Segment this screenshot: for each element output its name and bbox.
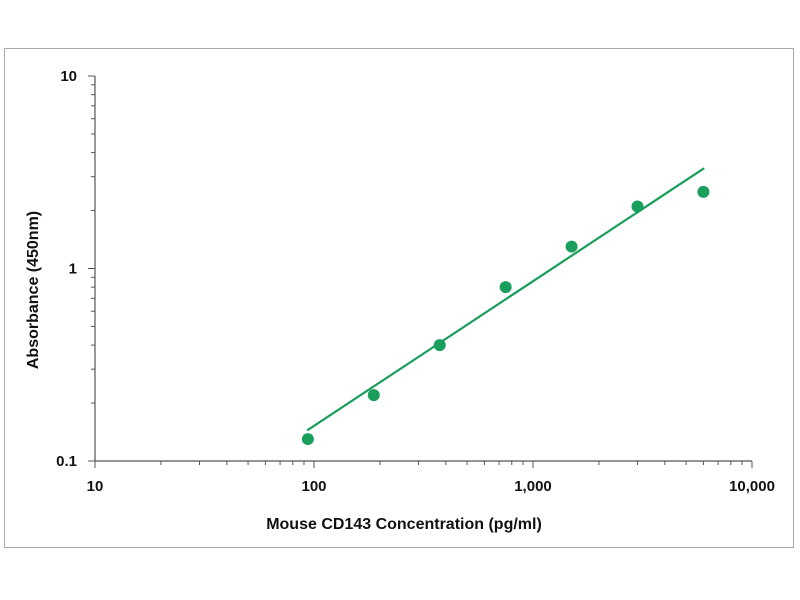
x-tick-label: 10,000: [729, 478, 775, 495]
data-point: [367, 389, 380, 402]
y-tick-label: 0.1: [56, 453, 77, 470]
y-axis-title: Absorbance (450nm): [25, 211, 42, 369]
x-axis-title: Mouse CD143 Concentration (pg/ml): [266, 516, 542, 533]
tick-labels: 10 100 1,000 10,000 0.1 1 10: [56, 68, 775, 495]
axis-ticks: [88, 75, 753, 468]
fit-line-layer: [306, 167, 705, 432]
y-tick-label: 1: [69, 261, 77, 278]
x-tick-label: 100: [301, 478, 326, 495]
data-point: [565, 240, 578, 253]
chart-frame: [4, 48, 794, 548]
data-point: [697, 185, 710, 198]
y-tick-label: 10: [60, 68, 77, 85]
fit-line: [306, 167, 705, 432]
data-point: [301, 433, 314, 446]
x-tick-label: 10: [87, 478, 104, 495]
data-point: [433, 339, 446, 352]
data-points: [301, 185, 710, 446]
axes: [94, 76, 752, 462]
data-point: [499, 281, 512, 294]
data-point: [631, 200, 644, 213]
x-tick-label: 1,000: [514, 478, 552, 495]
